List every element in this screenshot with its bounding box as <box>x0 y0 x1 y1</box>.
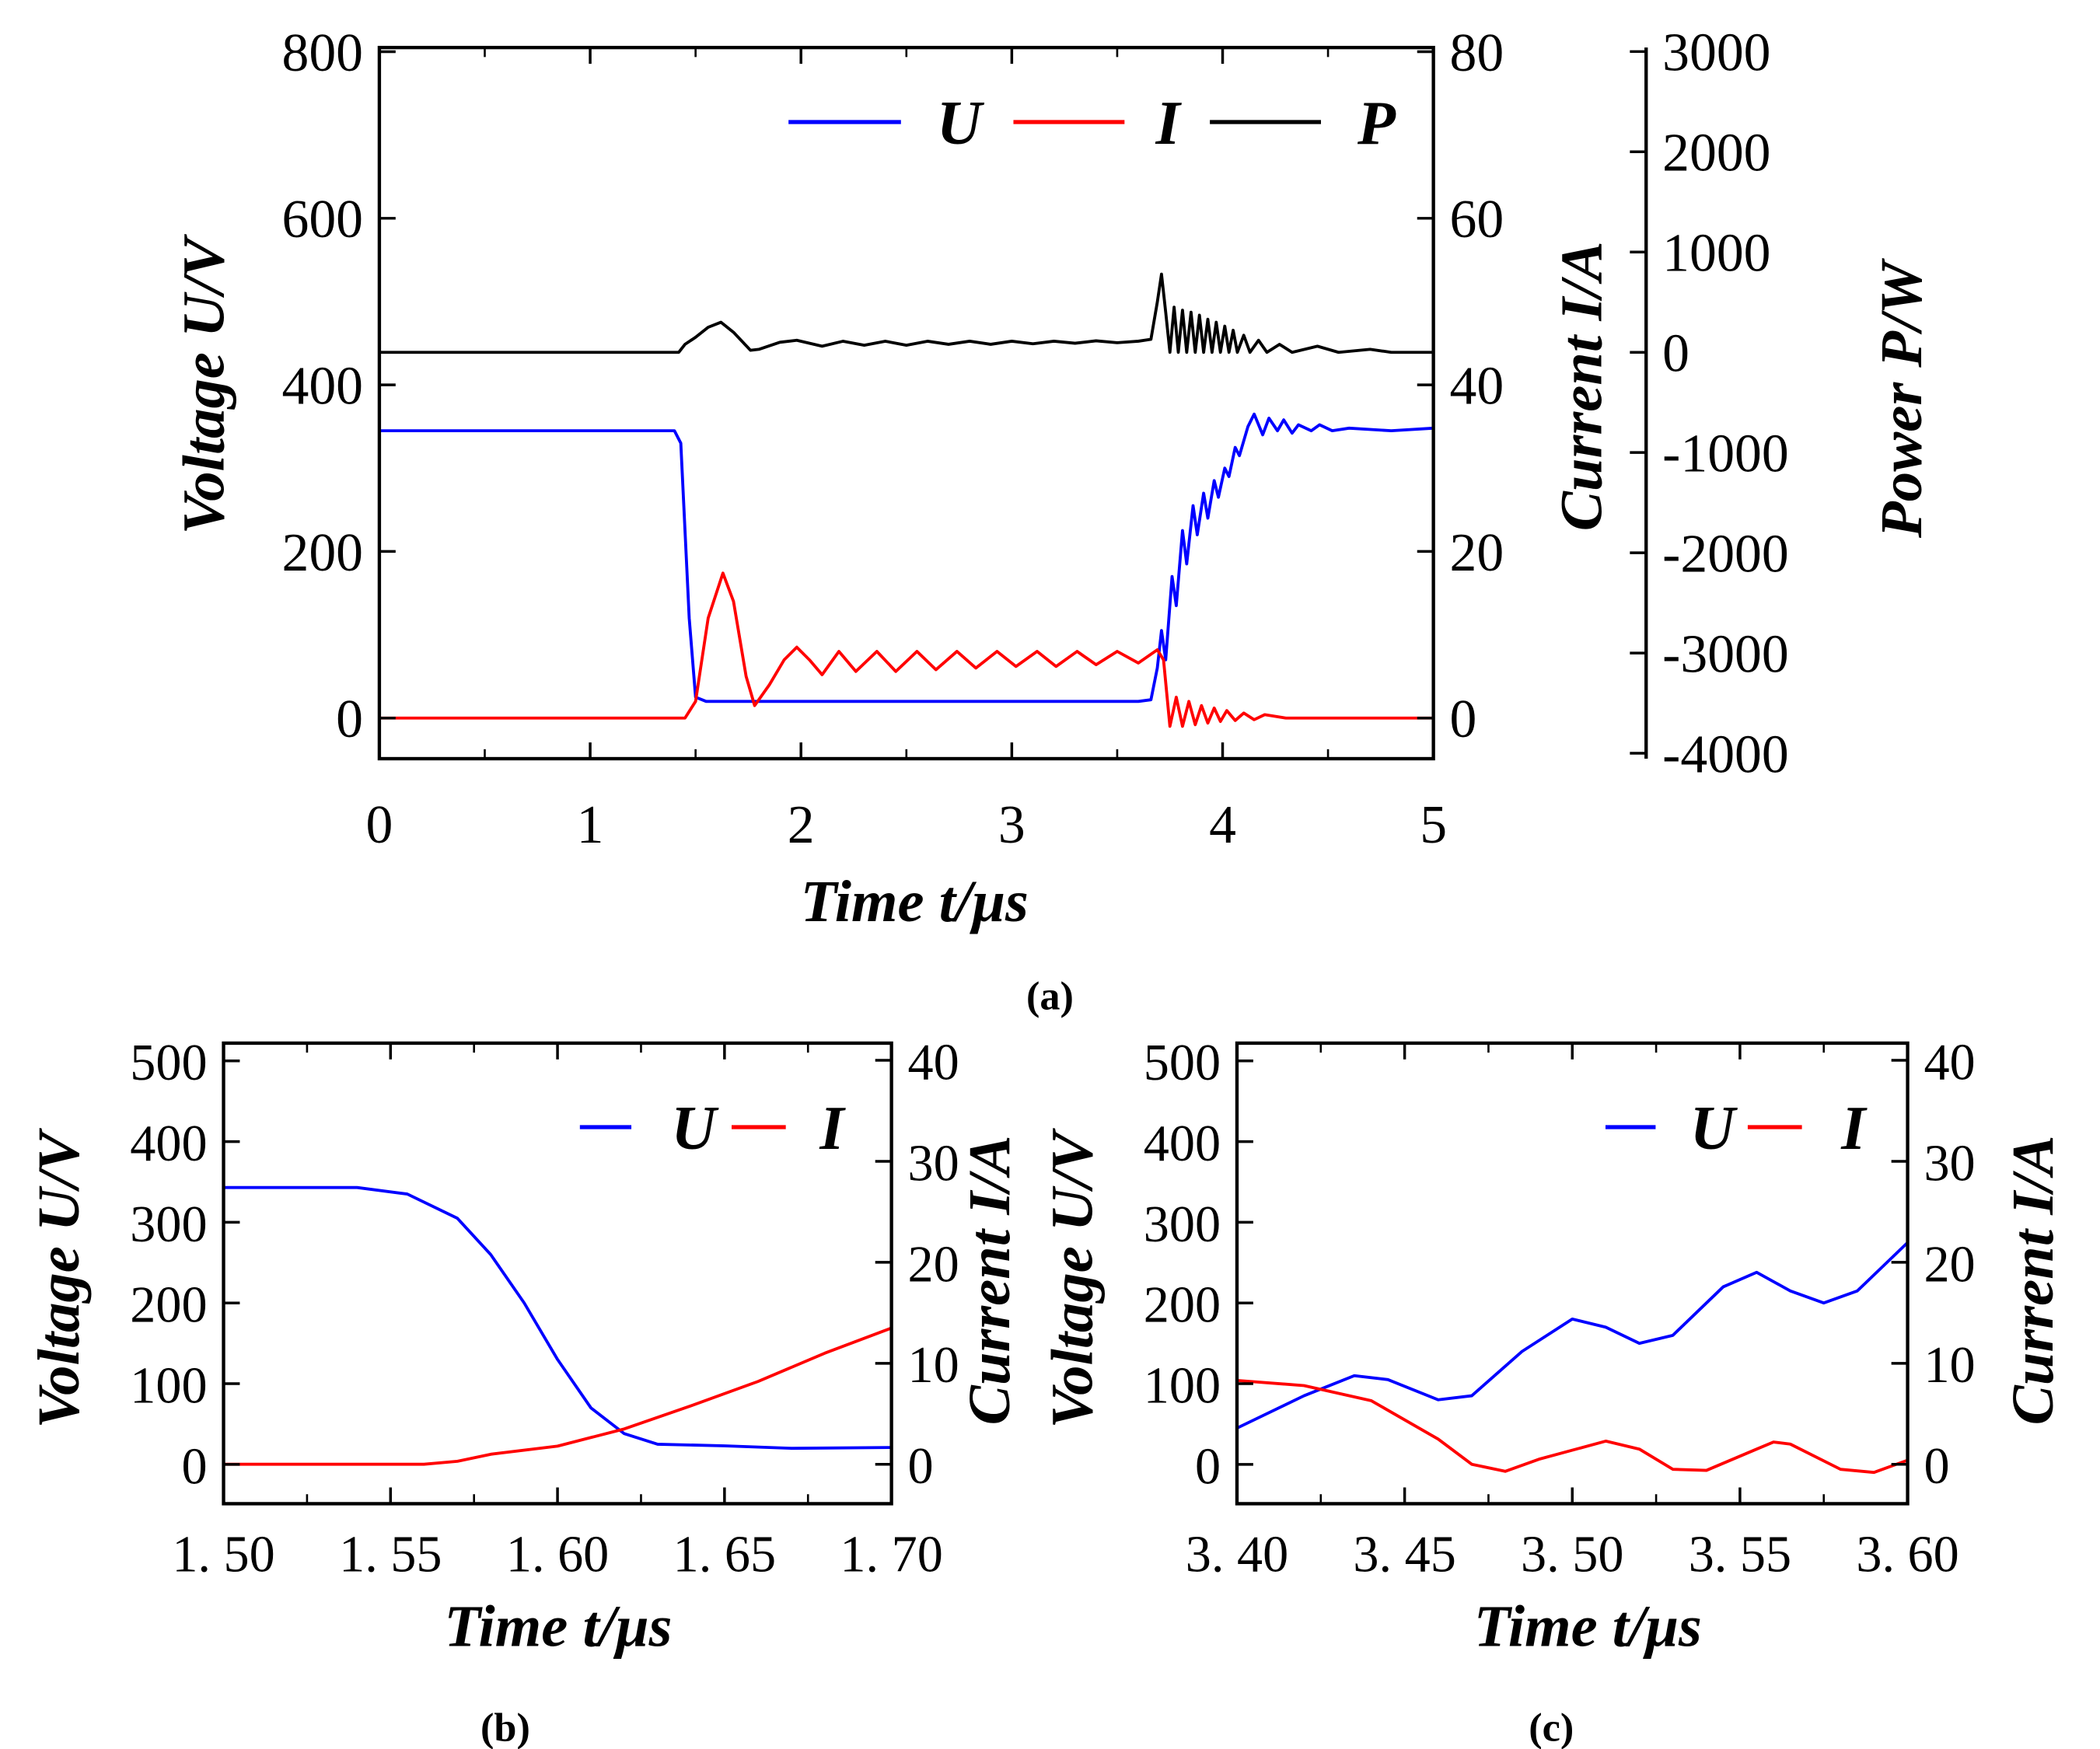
x-tick-label: 3. 45 <box>1353 1527 1455 1583</box>
y-right-axis-title: Current I/A <box>956 1135 1022 1425</box>
y-left-tick-label: 500 <box>1144 1035 1221 1091</box>
y-right-tick-label: 0 <box>1450 689 1477 749</box>
panel-label: (c) <box>1529 1705 1574 1749</box>
y-left-tick-label: 100 <box>1144 1357 1221 1414</box>
legend-label-U: U <box>1690 1094 1738 1163</box>
y-left-tick-label: 0 <box>1195 1438 1221 1495</box>
y-left-tick-label: 300 <box>130 1196 207 1253</box>
y-power-tick-label: 0 <box>1662 324 1689 384</box>
y-power-tick-label: -3000 <box>1662 624 1789 684</box>
y-right-tick-label: 40 <box>1924 1034 1975 1091</box>
x-tick-label: 4 <box>1209 795 1236 855</box>
y-left-tick-label: 0 <box>182 1438 208 1495</box>
series-line-U <box>223 1185 892 1451</box>
x-tick-label: 5 <box>1420 795 1447 855</box>
y-left-tick-label: 600 <box>281 190 363 250</box>
chart-a: 0 1 2 3 4 50200400600800020406080-4000-3000-2… <box>171 23 1934 1019</box>
series-line-U <box>1236 1241 1909 1430</box>
y-right-tick-label: 20 <box>1450 523 1504 583</box>
x-tick-label: 3. 55 <box>1689 1527 1791 1583</box>
x-tick-label: 0 <box>366 795 393 855</box>
panel-label: (b) <box>480 1705 530 1749</box>
series-line-U <box>379 412 1434 703</box>
legend-label-I: I <box>1840 1094 1868 1163</box>
y-right-tick-label: 10 <box>908 1337 959 1394</box>
y-right-tick-label: 80 <box>1450 23 1504 83</box>
x-tick-label: 3. 40 <box>1186 1527 1288 1583</box>
series-line-P <box>379 272 1434 354</box>
y-right-tick-label: 30 <box>1924 1135 1975 1192</box>
y-right-axis-title: Current I/A <box>1549 241 1615 531</box>
y-left-tick-label: 400 <box>281 357 363 417</box>
legend-label-U: U <box>937 89 985 158</box>
x-tick-label: 1. 65 <box>673 1527 776 1583</box>
y-left-axis-title: Voltage U/V <box>26 1127 92 1428</box>
chart-b: 1. 50 1. 55 1. 60 1. 65 1. 70010020030040050… <box>26 1034 1022 1749</box>
y-right-tick-label: 60 <box>1450 190 1504 250</box>
x-tick-label: 1 <box>577 795 604 855</box>
y-right-tick-label: 40 <box>1450 357 1504 417</box>
plot-frame <box>222 1041 893 1506</box>
y-right-tick-label: 40 <box>908 1034 959 1091</box>
x-tick-label: 1. 55 <box>339 1527 442 1583</box>
x-tick-label: 3. 50 <box>1521 1527 1623 1583</box>
y-left-tick-label: 800 <box>281 23 363 83</box>
x-tick-label: 3 <box>998 795 1026 855</box>
y-power-tick-label: -1000 <box>1662 424 1789 484</box>
y-right-tick-label: 10 <box>1924 1337 1975 1394</box>
x-tick-label: 1. 50 <box>172 1527 274 1583</box>
panel-label: (a) <box>1026 973 1074 1018</box>
legend-label-I: I <box>819 1094 846 1163</box>
y-power-tick-label: 1000 <box>1662 224 1770 284</box>
y-right-tick-label: 20 <box>1924 1236 1975 1293</box>
y-right-tick-label: 20 <box>908 1236 959 1293</box>
series-line-I <box>223 1326 893 1466</box>
y-right-axis-title: Current I/A <box>2000 1135 2066 1425</box>
y-left-tick-label: 100 <box>130 1357 207 1414</box>
x-axis-title: Time t/μs <box>444 1593 672 1659</box>
y-left-tick-label: 200 <box>281 523 363 583</box>
y-right-tick-label: 30 <box>908 1135 959 1192</box>
y-left-tick-label: 400 <box>130 1115 207 1172</box>
y-right-tick-label: 0 <box>908 1438 934 1495</box>
y-left-tick-label: 0 <box>336 689 363 749</box>
series-line-I <box>1236 1378 1909 1475</box>
series-line-I <box>379 571 1434 728</box>
plot-frame <box>377 45 1435 761</box>
y-left-tick-label: 400 <box>1144 1115 1221 1172</box>
y-power-tick-label: -4000 <box>1662 724 1789 784</box>
y-power-tick-label: -2000 <box>1662 525 1789 585</box>
legend-label-P: P <box>1357 89 1396 158</box>
y-left-tick-label: 200 <box>1144 1277 1221 1334</box>
y-power-axis-title: Power P/W <box>1868 258 1934 539</box>
y-left-tick-label: 300 <box>1144 1196 1221 1253</box>
y-left-axis-title: Voltage U/V <box>1040 1127 1106 1428</box>
chart-c: 3. 40 3. 45 3. 50 3. 55 3. 60010020030040050… <box>1040 1034 2066 1749</box>
y-left-tick-label: 200 <box>130 1277 207 1334</box>
x-axis-title: Time t/μs <box>1474 1593 1702 1659</box>
x-tick-label: 1. 60 <box>506 1527 609 1583</box>
y-power-tick-label: 3000 <box>1662 23 1770 83</box>
x-tick-label: 2 <box>788 795 815 855</box>
plot-frame <box>1235 1041 1910 1506</box>
y-left-axis-title: Voltage U/V <box>171 233 237 534</box>
y-power-tick-label: 2000 <box>1662 124 1770 183</box>
legend-label-I: I <box>1155 89 1183 158</box>
x-tick-label: 3. 60 <box>1856 1527 1958 1583</box>
x-tick-label: 1. 70 <box>840 1527 942 1583</box>
y-left-tick-label: 500 <box>130 1035 207 1091</box>
y-right-tick-label: 0 <box>1924 1438 1949 1495</box>
x-axis-title: Time t/μs <box>801 868 1029 934</box>
legend-label-U: U <box>671 1094 719 1163</box>
